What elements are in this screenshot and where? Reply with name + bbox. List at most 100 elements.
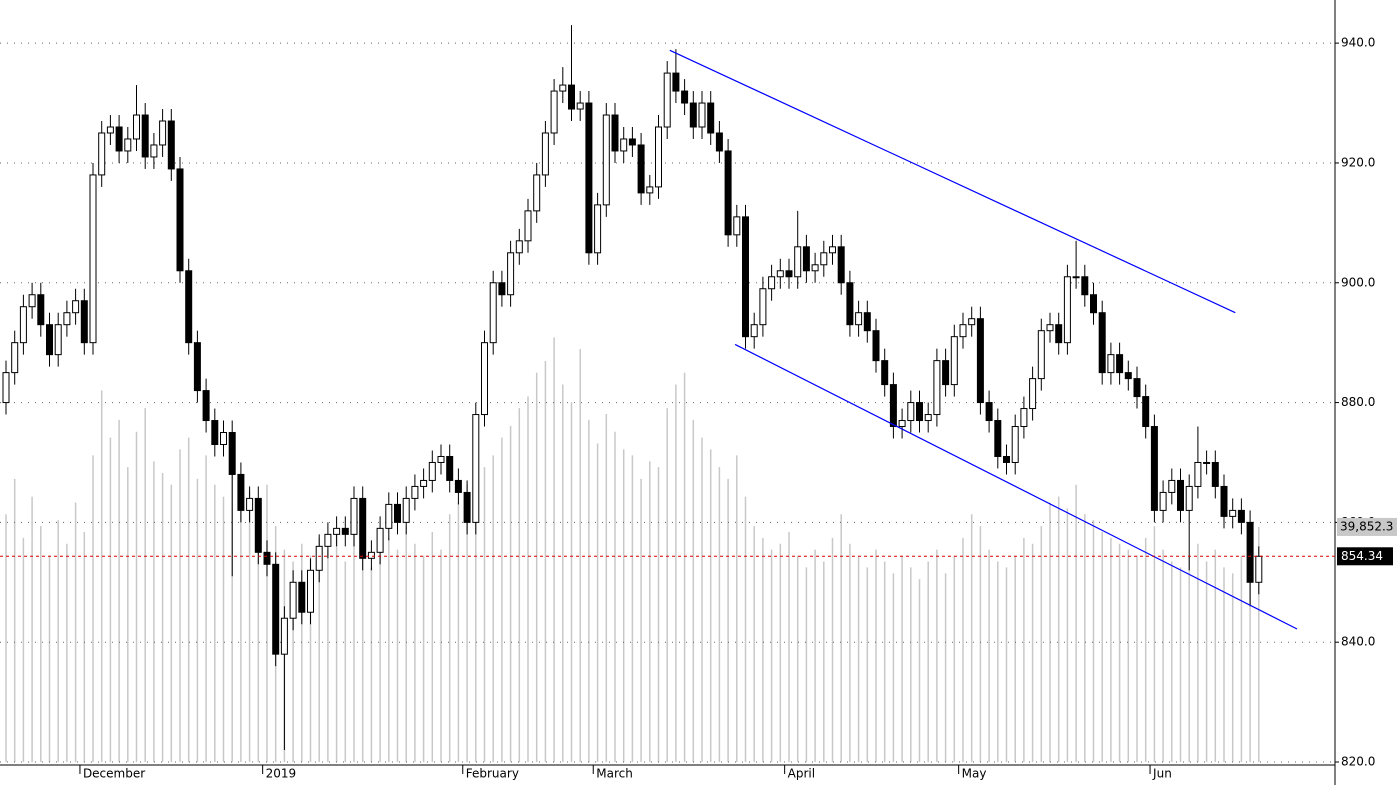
candle-body	[19, 306, 27, 344]
candle-body	[1124, 372, 1132, 380]
candle-body	[802, 246, 810, 272]
candle-body	[1194, 461, 1202, 487]
candle-body	[489, 282, 497, 344]
candle-body	[942, 360, 950, 386]
candle-body	[1011, 426, 1019, 463]
candle-body	[1072, 276, 1080, 279]
candle-body	[472, 414, 480, 523]
candle-body	[628, 138, 636, 146]
candle-body	[498, 282, 506, 296]
trend-line	[669, 49, 1236, 314]
candle-body	[80, 300, 88, 344]
candle-body	[611, 114, 619, 152]
candle-body	[524, 210, 532, 242]
candle-body	[1255, 555, 1263, 583]
candle-body	[1177, 479, 1184, 511]
candle-body	[550, 90, 558, 134]
x-tick-label: March	[596, 767, 633, 781]
candle-body	[1142, 396, 1150, 428]
candle-body	[402, 497, 410, 523]
x-tick-label: April	[788, 767, 815, 781]
candle-body	[446, 455, 454, 481]
candle-body	[315, 545, 323, 571]
candle-body	[585, 102, 593, 254]
candle-body	[872, 330, 880, 362]
candle-body	[54, 324, 62, 356]
candle-body	[1037, 330, 1045, 380]
candle-body	[898, 420, 906, 428]
candle-body	[437, 455, 445, 463]
candle-body	[411, 485, 419, 499]
candle-body	[1150, 426, 1158, 511]
candle-body	[742, 216, 749, 338]
candle-body	[124, 138, 132, 152]
candle-body	[115, 126, 123, 152]
candle-body	[211, 420, 219, 446]
candle-body	[907, 402, 915, 422]
candle-body	[576, 102, 584, 110]
candle-body	[924, 414, 932, 422]
candle-body	[637, 144, 645, 194]
candle-body	[307, 569, 314, 613]
candle-body	[1185, 485, 1193, 511]
candle-body	[385, 503, 393, 529]
candle-body	[1116, 354, 1124, 374]
candle-body	[837, 246, 845, 284]
candle-body	[663, 72, 671, 128]
volume-label-box	[1337, 517, 1397, 536]
y-tick-label: 820.0	[1341, 755, 1375, 769]
candle-body	[185, 270, 193, 344]
candle-body	[1229, 509, 1237, 517]
y-tick-label: 880.0	[1341, 395, 1375, 409]
x-tick-label: February	[466, 767, 519, 781]
candle-body	[1220, 485, 1228, 517]
x-tick-label: May	[962, 767, 987, 781]
candle-body	[463, 491, 471, 523]
candle-body	[994, 420, 1002, 457]
candle-body	[150, 144, 158, 158]
candle-body	[1020, 408, 1028, 428]
candle-body	[646, 186, 654, 194]
candle-body	[655, 126, 662, 188]
candle-body	[341, 527, 349, 535]
candle-body	[541, 132, 549, 176]
candle-body	[254, 497, 262, 553]
candle-body	[1046, 324, 1054, 332]
candle-body	[106, 126, 114, 134]
candle-body	[559, 84, 567, 92]
candle-body	[855, 312, 863, 326]
candle-body	[176, 168, 184, 272]
candle-body	[602, 114, 610, 206]
trend-line	[734, 343, 1298, 630]
candle-body	[820, 252, 828, 266]
candle-body	[263, 551, 271, 565]
candle-body	[1211, 461, 1219, 487]
candle-body	[515, 240, 523, 254]
candle-body	[289, 581, 297, 619]
candle-body	[1090, 294, 1097, 314]
candle-body	[776, 270, 784, 278]
candle-body	[246, 497, 254, 511]
candle-body	[1081, 276, 1089, 296]
candle-body	[681, 90, 689, 104]
candle-body	[72, 300, 80, 314]
candle-body	[698, 102, 706, 128]
candle-body	[1159, 491, 1167, 511]
last-price-box	[1337, 547, 1393, 566]
candle-body	[1246, 521, 1254, 583]
candle-body	[620, 138, 628, 152]
candle-body	[968, 318, 976, 326]
candle-body	[689, 102, 697, 128]
y-tick-label: 920.0	[1341, 155, 1375, 169]
candle-body	[750, 324, 758, 338]
candle-body	[724, 150, 732, 236]
x-tick-label: December	[83, 767, 145, 781]
candle-body	[454, 479, 462, 493]
candle-body	[829, 246, 836, 254]
candle-body	[881, 360, 889, 386]
candle-body	[1168, 479, 1176, 493]
candle-body	[280, 617, 288, 655]
candle-body	[272, 563, 280, 655]
candle-body	[481, 342, 488, 416]
